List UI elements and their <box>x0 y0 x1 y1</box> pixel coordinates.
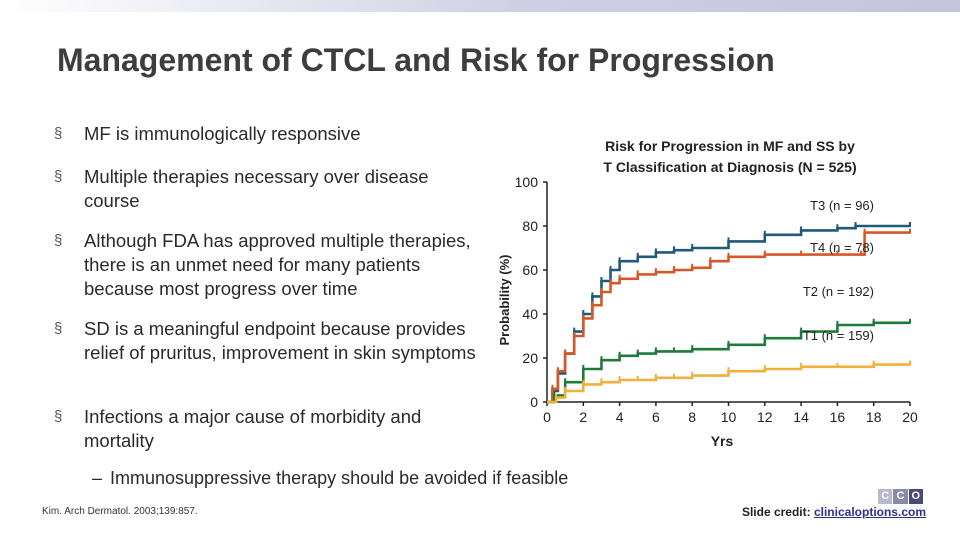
series-label: T4 (n = 78) <box>810 240 874 255</box>
sub-bullet: – Immunosuppressive therapy should be avo… <box>92 468 568 489</box>
chart-title: T Classification at Diagnosis (N = 525) <box>603 159 856 175</box>
bullet-item: § MF is immunologically responsive <box>54 122 484 146</box>
slide-credit: Slide credit: clinicaloptions.com <box>742 505 926 519</box>
citation: Kim. Arch Dermatol. 2003;139:857. <box>42 506 198 517</box>
bullet-item: § Although FDA has approved multiple the… <box>54 229 484 301</box>
y-tick-label: 20 <box>522 350 538 366</box>
x-tick-label: 0 <box>543 409 551 425</box>
bullet-text: Although FDA has approved multiple thera… <box>84 230 471 299</box>
logo-letter: C <box>893 489 908 504</box>
x-tick-label: 12 <box>757 409 773 425</box>
sub-bullet-marker: – <box>92 468 103 488</box>
top-accent-bar <box>0 0 960 12</box>
x-tick-label: 4 <box>616 409 624 425</box>
y-tick-label: 60 <box>522 262 538 278</box>
series-label: T2 (n = 192) <box>803 284 874 299</box>
x-tick-label: 2 <box>579 409 587 425</box>
chart-title: Risk for Progression in MF and SS by <box>605 138 855 154</box>
bullet-text: Multiple therapies necessary over diseas… <box>84 166 429 211</box>
progression-chart: Risk for Progression in MF and SS by T Cl… <box>497 138 918 449</box>
bullet-marker: § <box>54 320 63 337</box>
bullet-item: § Infections a major cause of morbidity … <box>54 405 484 453</box>
y-tick-label: 40 <box>522 306 538 322</box>
bullet-marker: § <box>54 232 63 249</box>
y-tick-label: 80 <box>522 218 538 234</box>
logo-letter: C <box>878 489 893 504</box>
y-tick-label: 100 <box>515 174 539 190</box>
bullet-text: MF is immunologically responsive <box>84 123 361 144</box>
bullet-marker: § <box>54 125 63 142</box>
x-tick-label: 18 <box>866 409 882 425</box>
credit-label: Slide credit: <box>741 505 811 519</box>
credit-link[interactable]: clinicaloptions.com <box>813 505 926 519</box>
x-tick-label: 16 <box>830 409 846 425</box>
x-tick-label: 10 <box>721 409 737 425</box>
y-axis-label: Probability (%) <box>497 254 512 345</box>
x-tick-label: 20 <box>902 409 918 425</box>
x-axis-label: Yrs <box>711 433 734 449</box>
x-tick-label: 8 <box>688 409 696 425</box>
logo-letter: O <box>908 489 923 504</box>
x-tick-label: 14 <box>793 409 809 425</box>
series-label: T1 (n = 159) <box>803 328 874 343</box>
bullet-text: SD is a meaningful endpoint because prov… <box>84 318 476 363</box>
bullet-marker: § <box>54 408 63 425</box>
bullet-marker: § <box>54 168 63 185</box>
bullet-item: § SD is a meaningful endpoint because pr… <box>54 317 484 365</box>
bullet-item: § Multiple therapies necessary over dise… <box>54 165 484 213</box>
sub-bullet-text: Immunosuppressive therapy should be avoi… <box>110 468 569 488</box>
slide-title: Management of CTCL and Risk for Progress… <box>57 42 775 78</box>
y-tick-label: 0 <box>530 394 538 410</box>
bullet-text: Infections a major cause of morbidity an… <box>84 406 422 451</box>
x-tick-label: 6 <box>652 409 660 425</box>
series-label: T3 (n = 96) <box>810 198 874 213</box>
